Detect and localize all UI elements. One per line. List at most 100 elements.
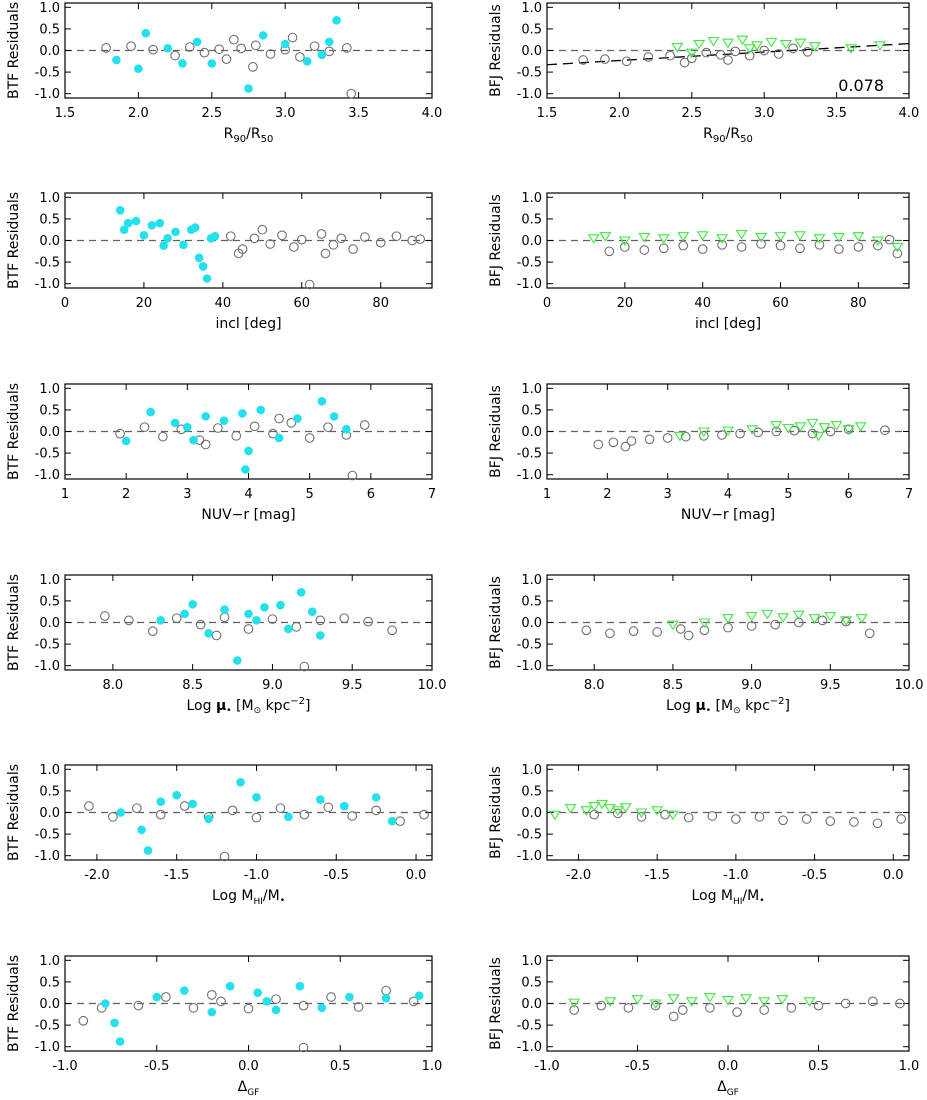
data-point [792, 610, 805, 621]
data-point [892, 248, 903, 259]
data-point [293, 414, 302, 423]
data-point [199, 47, 210, 58]
y-axis-label: BFJ Residuals [488, 576, 504, 669]
data-point [214, 44, 224, 55]
data-point [795, 243, 805, 254]
data-point [284, 624, 293, 634]
data-point [834, 244, 844, 254]
x-axis-label: ΔGF [238, 1079, 260, 1098]
data-point [635, 808, 648, 819]
data-point [277, 230, 287, 241]
data-point [192, 37, 202, 47]
data-point [179, 986, 189, 995]
data-point [612, 808, 623, 819]
x-tick-label: 80 [850, 296, 867, 311]
data-point [326, 992, 336, 1002]
data-point [116, 808, 126, 817]
data-point [644, 434, 655, 445]
y-tick-label: 0.0 [521, 425, 542, 440]
panel-4: 1.0 0.5 0.0 -0.5 -1.00 20 40 60 80 BFJ Residuals i… [488, 191, 910, 332]
data-point [650, 1000, 661, 1011]
y-tick-label: -0.5 [517, 447, 542, 462]
data-point [774, 232, 787, 242]
data-point [864, 628, 875, 639]
data-point [155, 809, 166, 820]
data-point [134, 64, 143, 73]
data-point [316, 631, 325, 640]
data-point [249, 421, 260, 432]
data-point [580, 806, 593, 816]
data-point [740, 994, 753, 1004]
data-point [304, 433, 315, 443]
data-point [419, 809, 429, 820]
data-point [675, 624, 686, 634]
data-point [880, 425, 890, 436]
data-point [716, 234, 729, 244]
y-tick-label: 0.0 [521, 234, 542, 249]
data-point [408, 996, 419, 1007]
data-point [244, 446, 253, 456]
y-tick-label: 0.0 [39, 44, 60, 59]
x-tick-label: 1 [61, 487, 69, 502]
data-point [773, 49, 784, 59]
y-tick-label: -0.5 [35, 1019, 60, 1034]
data-point [200, 439, 211, 450]
data-point [761, 609, 774, 620]
data-point [395, 816, 405, 826]
data-point [274, 413, 284, 424]
y-tick-label: 1.0 [39, 954, 60, 969]
panel-10: 1.0 0.5 0.0 -0.5 -1.0 -2.0 -1.5 -1.0 -0.5 0.0 BFJ … [488, 763, 910, 907]
y-tick-label: -0.5 [35, 66, 60, 81]
x-tick-label: 2.5 [681, 106, 702, 121]
data-point [188, 600, 197, 609]
data-point [336, 233, 347, 244]
data-point [317, 396, 327, 406]
data-point [101, 43, 111, 53]
data-point [139, 422, 150, 433]
data-point [813, 1000, 824, 1011]
data-point [618, 236, 631, 247]
data-point [722, 614, 734, 624]
x-tick-label: 0.5 [330, 1059, 351, 1074]
x-tick-label: 8.0 [103, 678, 124, 693]
data-point [131, 216, 141, 226]
data-point [251, 812, 262, 823]
x-tick-label: 10.0 [895, 678, 924, 693]
data-point [662, 433, 673, 443]
data-point [825, 816, 836, 826]
x-tick-label: 3 [183, 487, 191, 502]
data-point [813, 234, 826, 244]
data-point [265, 239, 276, 249]
data-point [801, 814, 812, 824]
data-point [299, 809, 310, 820]
data-point [179, 801, 190, 811]
data-point [722, 38, 734, 49]
data-point [115, 205, 125, 215]
data-point [131, 803, 142, 814]
data-point [188, 799, 197, 809]
data-point [345, 992, 354, 1002]
data-point [638, 232, 651, 243]
data-point [332, 15, 341, 25]
data-point [679, 57, 690, 68]
y-tick-label: 0.0 [39, 425, 60, 440]
data-point [284, 812, 293, 822]
data-point [190, 223, 200, 232]
data-point [649, 999, 662, 1010]
data-point [407, 235, 418, 246]
data-point [258, 31, 268, 40]
data-point [685, 48, 698, 59]
data-point [323, 422, 333, 433]
y-tick-label: -0.5 [35, 256, 60, 271]
data-point [678, 240, 689, 251]
data-point [108, 811, 118, 822]
data-point [210, 231, 220, 241]
x-tick-label: 0.0 [238, 1059, 259, 1074]
data-point [387, 816, 397, 826]
y-tick-label: -1.0 [517, 1040, 542, 1055]
x-axis-label: NUV−r [mag] [681, 507, 775, 523]
data-point [275, 803, 286, 814]
y-tick-label: 1.0 [39, 191, 60, 206]
x-tick-label: 40 [215, 296, 232, 311]
data-point [115, 1037, 125, 1046]
